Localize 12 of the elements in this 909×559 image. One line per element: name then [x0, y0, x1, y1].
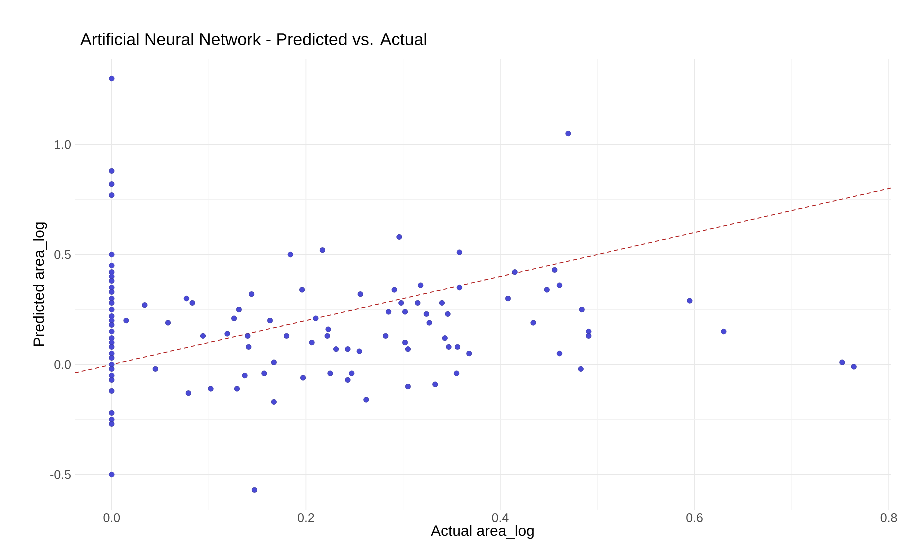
x-axis-title: Actual area_log: [431, 525, 534, 540]
chart-title: Artificial Neural Network - Predicted vs. Actual: [80, 33, 426, 46]
x-tick-label: 0.4: [492, 514, 509, 522]
y-axis-title: Predicted area_log: [33, 222, 48, 346]
x-tick-label: 0.8: [880, 514, 898, 522]
x-tick-label: 0.2: [298, 514, 314, 522]
y-tick-label: 0.5: [54, 250, 71, 260]
y-tick-label: 0.0: [54, 360, 71, 370]
y-tick-label: 1.0: [55, 140, 71, 150]
x-tick-label: 0.0: [104, 514, 120, 522]
y-tick-label: -0.5: [50, 470, 71, 480]
x-tick-label: 0.6: [686, 514, 703, 522]
